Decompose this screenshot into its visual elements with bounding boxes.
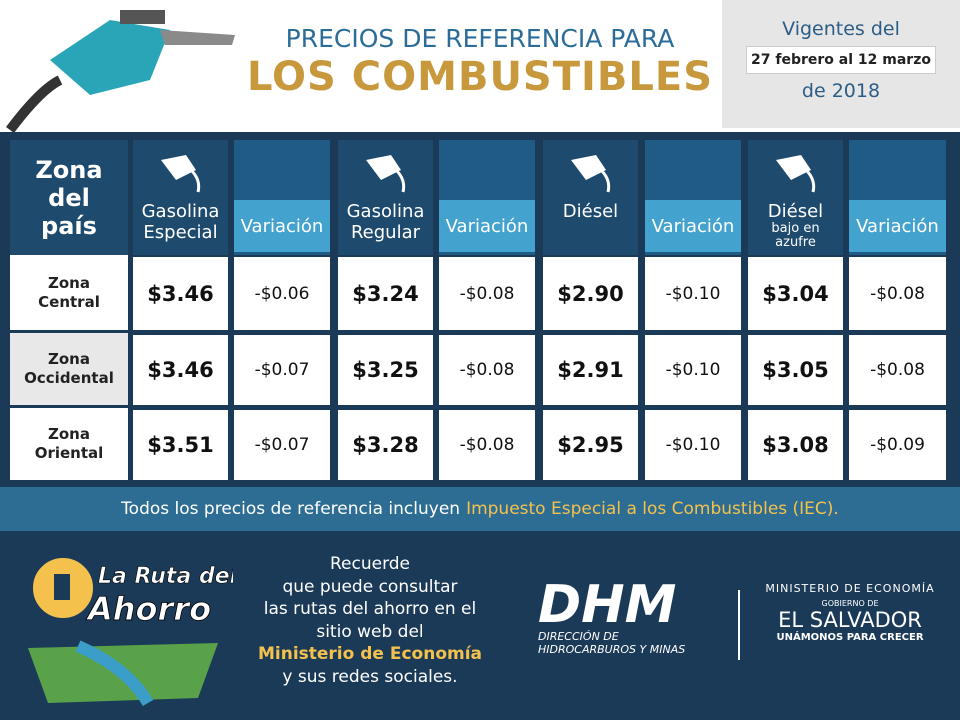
variation-cell: -$0.08 bbox=[439, 410, 535, 480]
variation-cell: -$0.08 bbox=[439, 335, 535, 405]
ministry-line2: GOBIERNO DE bbox=[821, 599, 879, 608]
price-cell: $3.46 bbox=[133, 335, 228, 405]
pump-nozzle-icon bbox=[6, 10, 235, 132]
logo-line1: La Ruta del bbox=[98, 564, 233, 589]
variation-cell: -$0.10 bbox=[645, 410, 741, 480]
price-cell: $2.95 bbox=[543, 410, 638, 480]
price-cell: $3.25 bbox=[338, 335, 433, 405]
dhm-acronym: DHM bbox=[538, 575, 677, 635]
price-cell: $3.08 bbox=[748, 410, 843, 480]
variation-cell: -$0.08 bbox=[849, 257, 946, 330]
price-cell: $2.91 bbox=[543, 335, 638, 405]
zone-cell: Zona Central bbox=[10, 255, 128, 330]
variation-label: Variación bbox=[234, 200, 330, 252]
price-cell: $3.24 bbox=[338, 257, 433, 330]
price-cell: $3.04 bbox=[748, 257, 843, 330]
footnote-text: Todos los precios de referencia incluyen bbox=[121, 499, 461, 519]
ruta-logo: La Ruta del Ahorro bbox=[28, 554, 233, 707]
message: Recuerde que puede consultar las rutas del… bbox=[225, 553, 515, 688]
footnote-bar: Todos los precios de referencia incluyen… bbox=[0, 487, 960, 531]
validity-dates: 27 febrero al 12 marzo bbox=[746, 46, 936, 74]
fuel-header: Gasolina Regular bbox=[338, 140, 433, 255]
divider bbox=[738, 590, 740, 660]
variation-label: Variación bbox=[645, 200, 741, 252]
variation-label: Variación bbox=[849, 200, 946, 252]
variation-label: Variación bbox=[439, 200, 535, 252]
variation-header: Variación bbox=[645, 140, 741, 255]
zone-header: Zona del país bbox=[10, 140, 128, 255]
variation-header: Variación bbox=[234, 140, 330, 255]
fuel-header: Diésel bajo en azufre bbox=[748, 140, 843, 255]
fuel-header: Gasolina Especial bbox=[133, 140, 228, 255]
dhm-line1: DIRECCIÓN DE bbox=[538, 630, 619, 643]
fuel-header: Diésel bbox=[543, 140, 638, 255]
pump-icon bbox=[570, 155, 610, 193]
message-line: Recuerde bbox=[329, 554, 411, 574]
validity-line1: Vigentes del bbox=[782, 18, 900, 40]
message-line: que puede consultar bbox=[282, 576, 458, 597]
dhm-logo: DHM DIRECCIÓN DE HIDROCARBUROS Y MINAS bbox=[538, 575, 686, 656]
fuel-name: Diésel bbox=[767, 201, 824, 222]
variation-cell: -$0.07 bbox=[234, 410, 330, 480]
price-cell: $3.51 bbox=[133, 410, 228, 480]
price-cell: $3.28 bbox=[338, 410, 433, 480]
variation-header: Variación bbox=[439, 140, 535, 255]
message-line: sitio web del bbox=[316, 621, 424, 642]
zone-cell: Zona Oriental bbox=[10, 408, 128, 480]
fuel-sub: bajo en azufre bbox=[771, 221, 820, 250]
message-line: las rutas del ahorro en el bbox=[263, 599, 477, 619]
pump-icon bbox=[365, 155, 405, 193]
pump-icon bbox=[775, 155, 815, 193]
title-line2: LOS COMBUSTIBLES bbox=[246, 54, 714, 100]
variation-cell: -$0.06 bbox=[234, 257, 330, 330]
variation-cell: -$0.07 bbox=[234, 335, 330, 405]
price-cell: $2.90 bbox=[543, 257, 638, 330]
variation-cell: -$0.10 bbox=[645, 335, 741, 405]
ministry-line4: UNÁMONOS PARA CRECER bbox=[776, 632, 924, 643]
ministry-line3: EL SALVADOR bbox=[778, 608, 922, 632]
pump-icon bbox=[160, 155, 200, 193]
ministry-logo: MINISTERIO DE ECONOMÍA GOBIERNO DE EL SA… bbox=[755, 582, 945, 643]
variation-cell: -$0.09 bbox=[849, 410, 946, 480]
validity-line3: de 2018 bbox=[801, 80, 881, 102]
zone-cell: Zona Occidental bbox=[10, 333, 128, 405]
message-last: y sus redes sociales. bbox=[282, 666, 458, 687]
validity-box: Vigentes del 27 febrero al 12 marzo de 2… bbox=[722, 0, 960, 128]
ministry-line1: MINISTERIO DE ECONOMÍA bbox=[765, 582, 935, 595]
logo-line2: Ahorro bbox=[85, 590, 211, 628]
price-cell: $3.05 bbox=[748, 335, 843, 405]
message-highlight: Ministerio de Economía bbox=[257, 644, 483, 664]
fuel-name: Gasolina Regular bbox=[346, 201, 425, 243]
title-line1: PRECIOS DE REFERENCIA PARA bbox=[285, 24, 675, 53]
dhm-line2: HIDROCARBUROS Y MINAS bbox=[538, 643, 686, 656]
variation-cell: -$0.10 bbox=[645, 257, 741, 330]
variation-cell: -$0.08 bbox=[849, 335, 946, 405]
footnote-highlight: Impuesto Especial a los Combustibles (IE… bbox=[466, 499, 839, 519]
variation-cell: -$0.08 bbox=[439, 257, 535, 330]
price-cell: $3.46 bbox=[133, 257, 228, 330]
variation-header: Variación bbox=[849, 140, 946, 255]
fuel-name: Diésel bbox=[562, 201, 619, 222]
fuel-name: Gasolina Especial bbox=[141, 201, 220, 243]
